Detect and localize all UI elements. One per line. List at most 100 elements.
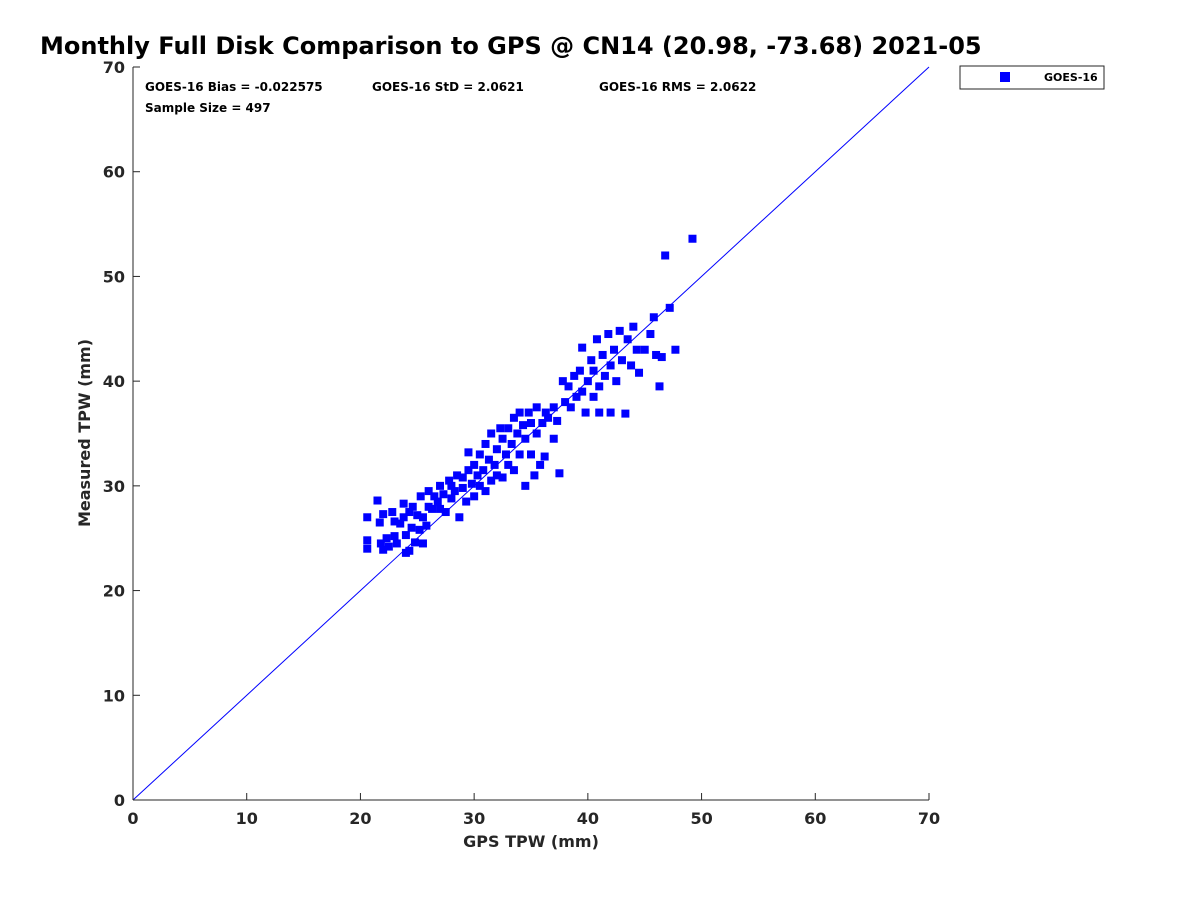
data-point xyxy=(595,382,604,391)
data-point xyxy=(475,481,484,490)
data-point xyxy=(492,445,501,454)
data-point xyxy=(399,513,408,522)
data-point xyxy=(487,476,496,485)
y-tick-label: 70 xyxy=(103,58,125,77)
data-point xyxy=(473,471,482,480)
data-point xyxy=(661,251,670,260)
data-point xyxy=(373,496,382,505)
data-point xyxy=(405,508,414,517)
data-point xyxy=(399,499,408,508)
data-point xyxy=(445,476,454,485)
y-tick-label: 20 xyxy=(103,582,125,601)
data-point xyxy=(379,510,388,519)
data-point xyxy=(453,471,462,480)
data-point xyxy=(509,413,518,422)
data-point xyxy=(657,353,666,362)
x-tick-label: 60 xyxy=(804,809,826,828)
rms-annotation: GOES-16 RMS = 2.0622 xyxy=(599,80,756,94)
data-point xyxy=(595,408,604,417)
data-point xyxy=(589,366,598,375)
legend-label: GOES-16 xyxy=(1044,71,1098,84)
data-point xyxy=(544,413,553,422)
legend-marker xyxy=(1000,72,1010,82)
data-point xyxy=(455,513,464,522)
data-point xyxy=(481,487,490,496)
sample-size-annotation: Sample Size = 497 xyxy=(145,101,271,115)
data-point xyxy=(549,434,558,443)
legend: GOES-16 xyxy=(959,65,1105,90)
data-point xyxy=(575,366,584,375)
data-point xyxy=(467,479,476,488)
data-point xyxy=(447,494,456,503)
data-point xyxy=(610,345,619,354)
data-point xyxy=(598,350,607,359)
data-point xyxy=(578,387,587,396)
data-point xyxy=(553,416,562,425)
data-point xyxy=(424,487,433,496)
data-point xyxy=(527,450,535,459)
data-point xyxy=(532,403,541,412)
data-point xyxy=(401,531,410,540)
chart-title: Monthly Full Disk Comparison to GPS @ CN… xyxy=(40,32,982,60)
data-point xyxy=(479,466,488,475)
data-point xyxy=(688,234,697,243)
data-point xyxy=(504,424,513,433)
legend-box xyxy=(959,65,1105,90)
data-point xyxy=(564,382,573,391)
y-tick-label: 10 xyxy=(103,686,125,705)
data-point xyxy=(382,534,391,543)
data-point xyxy=(549,403,558,412)
data-point xyxy=(524,408,533,417)
data-point xyxy=(558,377,567,386)
x-tick-label: 50 xyxy=(690,809,712,828)
data-point xyxy=(433,497,442,506)
data-point xyxy=(570,371,579,380)
data-point xyxy=(490,460,499,469)
data-point xyxy=(513,429,522,438)
data-point xyxy=(430,492,439,501)
data-point xyxy=(538,419,547,428)
data-point xyxy=(504,460,513,469)
data-point xyxy=(617,356,626,365)
data-point xyxy=(428,504,437,513)
data-point xyxy=(583,377,592,386)
data-point xyxy=(492,471,501,480)
data-point xyxy=(530,471,539,480)
data-point xyxy=(600,371,609,380)
reference-line xyxy=(132,66,930,801)
data-point xyxy=(646,330,655,339)
y-tick-label: 0 xyxy=(114,791,125,810)
y-tick-label: 50 xyxy=(103,267,125,286)
data-point xyxy=(627,361,636,370)
data-point xyxy=(496,424,505,433)
data-point xyxy=(655,382,664,391)
data-point xyxy=(540,452,549,461)
data-point xyxy=(484,455,493,464)
data-point xyxy=(566,403,575,412)
x-tick-label: 20 xyxy=(349,809,371,828)
data-point xyxy=(441,508,450,517)
data-point xyxy=(507,439,516,448)
data-point xyxy=(388,508,397,517)
data-point xyxy=(592,335,601,344)
data-point xyxy=(536,460,545,469)
data-point xyxy=(447,481,456,490)
data-point xyxy=(640,345,649,354)
data-point xyxy=(652,350,661,359)
data-point xyxy=(436,504,445,513)
data-point xyxy=(384,542,393,551)
data-point xyxy=(436,481,445,490)
data-point xyxy=(515,450,524,459)
data-point xyxy=(581,408,590,417)
x-axis-label: GPS TPW (mm) xyxy=(463,832,599,851)
data-point xyxy=(649,313,658,322)
data-point xyxy=(363,513,372,522)
data-point xyxy=(462,497,471,506)
x-tick-label: 10 xyxy=(236,809,258,828)
data-points xyxy=(363,234,697,557)
data-point xyxy=(632,345,641,354)
data-point xyxy=(629,322,638,331)
data-point xyxy=(458,483,467,492)
data-point xyxy=(416,492,425,501)
